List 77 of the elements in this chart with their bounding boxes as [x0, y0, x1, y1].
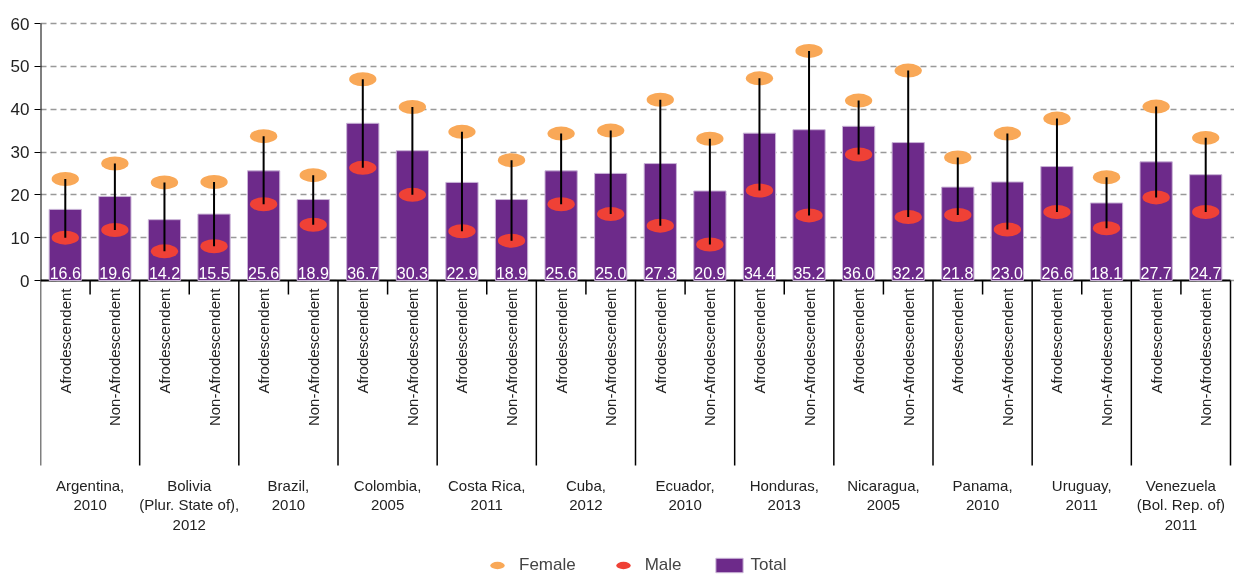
bar [842, 125, 876, 281]
data-label: 20.9 [694, 265, 726, 282]
data-label: 16.6 [49, 265, 81, 282]
y-tick-label: 60 [10, 14, 30, 34]
data-label: 18.9 [495, 265, 528, 282]
y-tick-label: 0 [20, 271, 30, 291]
text: Bolivia (Plur. State of), 2012 [139, 476, 240, 533]
x-tick-label: Afrodescendent [750, 287, 768, 394]
data-label: 27.7 [1140, 265, 1172, 282]
x-tick-label: Non-Afrodescendent [800, 287, 818, 427]
x-tick-label: Non-Afrodescendent [1197, 287, 1215, 427]
x-tick-label: Afrodescendent [1048, 287, 1066, 394]
text: Nicaragua, 2005 [847, 476, 920, 514]
y-tick-label: 10 [10, 228, 30, 248]
bar [395, 150, 429, 281]
data-label: 22.9 [446, 265, 478, 282]
x-tick-label: Non-Afrodescendent [304, 287, 322, 427]
data-label: 15.5 [198, 265, 230, 282]
data-label: 26.6 [1041, 265, 1073, 282]
data-label: 23.0 [991, 265, 1024, 282]
bar [1139, 161, 1173, 281]
bar [792, 129, 826, 281]
data-label: 36.7 [347, 265, 379, 282]
x-tick-label: Afrodescendent [850, 287, 868, 394]
x-tick-label: Afrodescendent [453, 287, 471, 394]
data-label: 30.3 [396, 265, 429, 282]
data-label: 36.0 [843, 265, 875, 282]
text: Ecuador, 2010 [655, 476, 715, 514]
data-label: 25.0 [595, 265, 627, 282]
x-tick-label: Afrodescendent [354, 287, 372, 394]
data-label: 18.1 [1090, 265, 1123, 282]
legend-label: Female [519, 555, 576, 575]
x-tick-label: Afrodescendent [1147, 287, 1165, 394]
text: Honduras, 2013 [749, 476, 819, 514]
x-tick-label: Non-Afrodescendent [998, 287, 1016, 427]
data-label: 27.3 [644, 265, 676, 282]
data-label: 24.7 [1190, 265, 1222, 282]
x-tick-label: Non-Afrodescendent [1098, 287, 1116, 427]
legend-label: Male [644, 555, 682, 575]
data-label: 35.2 [793, 265, 825, 282]
x-tick-label: Non-Afrodescendent [602, 287, 620, 427]
x-tick-label: Non-Afrodescendent [403, 287, 421, 427]
x-tick-label: Afrodescendent [255, 287, 273, 394]
text: Costa Rica, 2011 [447, 476, 526, 514]
data-label: 18.9 [297, 265, 329, 282]
x-tick-label: Afrodescendent [552, 287, 570, 394]
data-label: 32.2 [892, 265, 924, 282]
text: Brazil, 2010 [267, 476, 310, 514]
data-label: 21.8 [942, 265, 974, 282]
text: Cuba, 2012 [565, 476, 606, 514]
x-tick-label: Non-Afrodescendent [701, 287, 719, 427]
x-tick-label: Afrodescendent [56, 287, 74, 394]
bar [891, 142, 925, 281]
bar [742, 132, 777, 281]
y-tick-label: 40 [10, 100, 30, 120]
data-label: 25.6 [545, 265, 577, 282]
x-tick-label: Afrodescendent [155, 287, 173, 394]
legend-label: Total [750, 555, 787, 575]
x-tick-label: Non-Afrodescendent [899, 287, 917, 427]
x-tick-label: Non-Afrodescendent [205, 287, 223, 427]
x-tick-label: Afrodescendent [651, 287, 669, 394]
text: Colombia, 2005 [353, 476, 422, 514]
bar [346, 122, 380, 281]
x-tick-label: Non-Afrodescendent [503, 287, 521, 427]
text: Panama, 2010 [952, 476, 1013, 514]
x-tick-label: Afrodescendent [949, 287, 967, 394]
y-tick-label: 50 [10, 57, 30, 77]
y-tick-label: 30 [10, 143, 30, 162]
text: Venezuela (Bol. Rep. of) 2011 [1136, 476, 1226, 533]
data-label: 25.6 [248, 265, 280, 282]
text: Argentina, 2010 [55, 476, 125, 514]
data-label: 14.2 [148, 265, 181, 282]
text: Uruguay, 2011 [1051, 476, 1112, 514]
y-tick-label: 20 [10, 185, 30, 205]
data-label: 34.4 [743, 265, 776, 282]
x-tick-label: Non-Afrodescendent [106, 287, 124, 427]
data-label: 19.6 [99, 265, 131, 282]
